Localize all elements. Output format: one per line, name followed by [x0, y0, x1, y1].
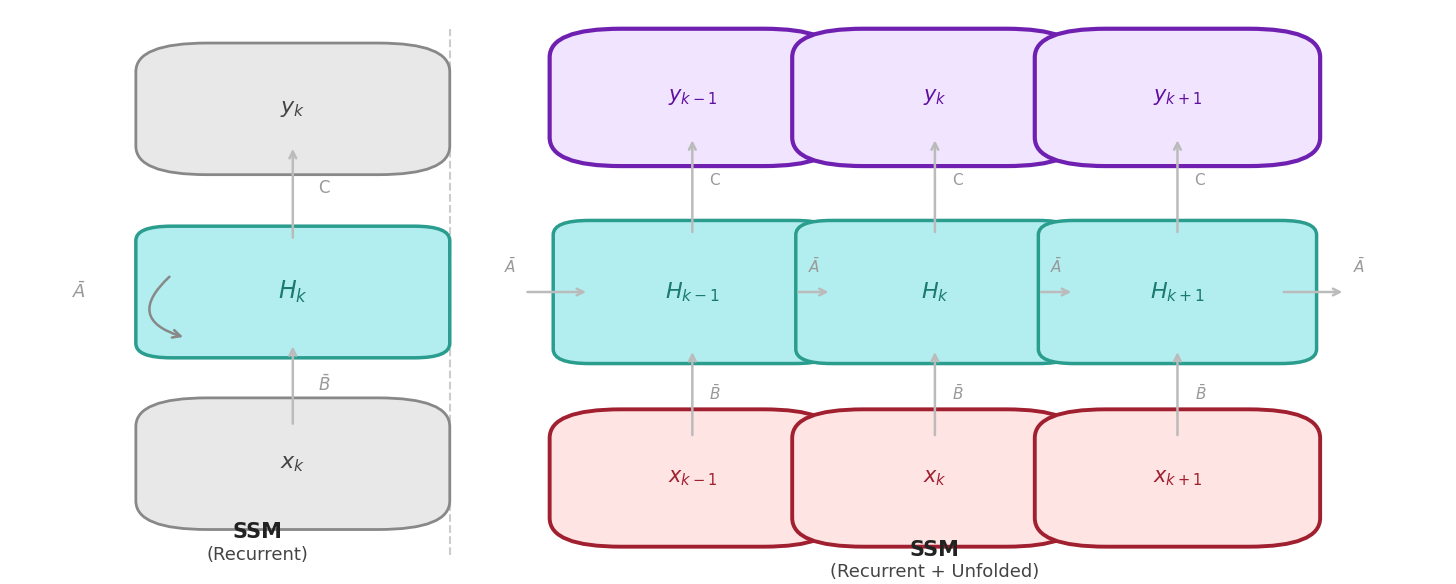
FancyBboxPatch shape — [1035, 29, 1321, 166]
Text: $\bar{B}$: $\bar{B}$ — [952, 384, 964, 403]
FancyBboxPatch shape — [792, 409, 1077, 547]
Text: $H_k$: $H_k$ — [920, 280, 949, 304]
Text: $\bar{A}$: $\bar{A}$ — [1050, 257, 1063, 276]
Text: SSM: SSM — [910, 540, 960, 559]
Text: $H_k$: $H_k$ — [278, 279, 307, 305]
FancyBboxPatch shape — [550, 409, 836, 547]
FancyArrowPatch shape — [150, 277, 181, 338]
Text: $x_{k-1}$: $x_{k-1}$ — [668, 468, 716, 488]
Text: $\bar{A}$: $\bar{A}$ — [71, 281, 86, 303]
Text: $y_{k-1}$: $y_{k-1}$ — [668, 88, 716, 107]
Text: $H_{k+1}$: $H_{k+1}$ — [1150, 280, 1206, 304]
Text: $\bar{B}$: $\bar{B}$ — [1194, 384, 1206, 403]
Text: $y_k$: $y_k$ — [280, 99, 306, 119]
FancyBboxPatch shape — [1035, 409, 1321, 547]
Text: $x_k$: $x_k$ — [280, 454, 306, 474]
FancyBboxPatch shape — [553, 221, 831, 363]
Text: $x_k$: $x_k$ — [923, 468, 946, 488]
Text: C: C — [709, 173, 721, 188]
Text: $\bar{B}$: $\bar{B}$ — [709, 384, 721, 403]
Text: $y_{k+1}$: $y_{k+1}$ — [1153, 88, 1203, 107]
FancyBboxPatch shape — [796, 221, 1075, 363]
Text: (Recurrent): (Recurrent) — [207, 546, 309, 564]
FancyBboxPatch shape — [135, 398, 450, 530]
FancyBboxPatch shape — [1038, 221, 1316, 363]
Text: SSM: SSM — [232, 522, 282, 543]
Text: C: C — [952, 173, 962, 188]
Text: $\bar{A}$: $\bar{A}$ — [1353, 257, 1366, 276]
Text: $H_{k-1}$: $H_{k-1}$ — [665, 280, 719, 304]
Text: $\bar{B}$: $\bar{B}$ — [319, 375, 331, 395]
FancyBboxPatch shape — [550, 29, 836, 166]
Text: $y_k$: $y_k$ — [923, 88, 946, 107]
FancyBboxPatch shape — [135, 226, 450, 358]
Text: $x_{k+1}$: $x_{k+1}$ — [1153, 468, 1203, 488]
Text: (Recurrent + Unfolded): (Recurrent + Unfolded) — [830, 564, 1040, 582]
FancyBboxPatch shape — [135, 43, 450, 175]
Text: C: C — [1194, 173, 1206, 188]
FancyBboxPatch shape — [792, 29, 1077, 166]
Text: $\bar{A}$: $\bar{A}$ — [504, 257, 517, 276]
Text: C: C — [319, 179, 331, 197]
Text: $\bar{A}$: $\bar{A}$ — [808, 257, 820, 276]
